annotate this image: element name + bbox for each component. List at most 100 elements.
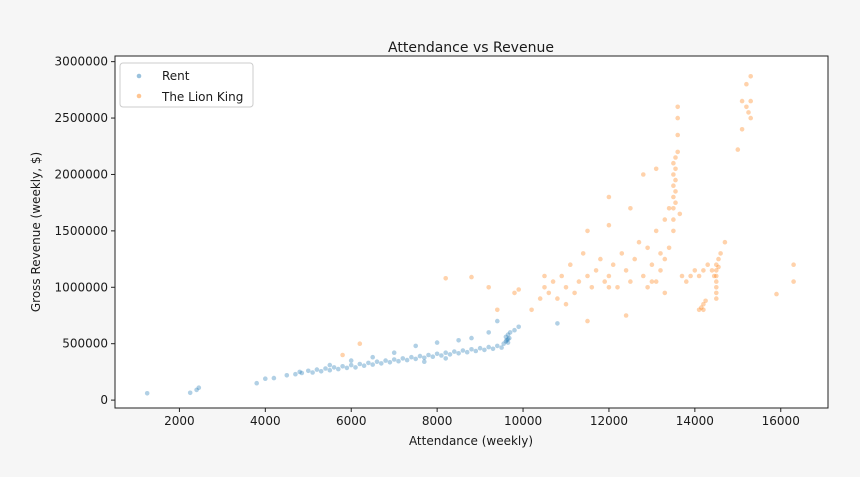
data-point: [495, 307, 500, 313]
data-point: [464, 349, 470, 355]
data-point: [344, 365, 350, 371]
data-point: [323, 366, 328, 371]
data-point: [482, 347, 487, 353]
data-point: [739, 127, 745, 132]
legend: Rent The Lion King: [119, 62, 254, 108]
data-point: [353, 365, 358, 370]
data-point: [606, 222, 612, 228]
data-point: [628, 206, 633, 211]
data-point: [430, 354, 436, 360]
data-point: [606, 273, 612, 279]
data-point: [696, 307, 702, 313]
data-point: [529, 307, 534, 313]
data-point: [542, 285, 547, 290]
data-point: [688, 273, 693, 279]
data-point: [662, 217, 668, 222]
data-point: [374, 359, 380, 365]
data-point: [144, 391, 150, 396]
data-point: [714, 268, 719, 273]
data-point: [456, 351, 461, 356]
data-point: [653, 166, 659, 172]
x-tick-label: 6000: [336, 414, 367, 428]
data-point: [486, 344, 492, 350]
data-point: [677, 211, 683, 217]
data-point: [495, 318, 500, 324]
data-point: [490, 346, 496, 352]
data-point: [666, 206, 672, 211]
data-point: [744, 104, 749, 110]
data-point: [671, 160, 676, 166]
data-point: [299, 370, 305, 376]
legend-marker-rent: [136, 73, 142, 79]
data-point: [443, 350, 449, 356]
data-point: [568, 262, 573, 268]
data-point: [673, 166, 678, 172]
data-point: [495, 343, 500, 349]
series-the-lion-king: [340, 74, 796, 358]
data-point: [469, 347, 474, 352]
data-point: [572, 290, 577, 296]
data-point: [714, 290, 719, 296]
data-point: [649, 279, 655, 284]
legend-label-lion-king: The Lion King: [161, 90, 243, 104]
data-point: [306, 368, 311, 374]
data-point: [744, 81, 749, 87]
data-point: [563, 285, 569, 290]
y-axis-label: Gross Revenue (weekly, $): [29, 152, 43, 312]
data-point: [413, 356, 419, 362]
x-tick-label: 14000: [676, 414, 714, 428]
data-point: [516, 287, 521, 292]
data-point: [623, 313, 629, 318]
data-point: [327, 367, 333, 373]
data-point: [370, 362, 376, 367]
data-point: [422, 359, 427, 365]
plot-frame: [114, 55, 829, 409]
data-point: [434, 340, 440, 345]
data-point: [426, 352, 431, 358]
data-point: [542, 273, 547, 279]
data-point: [701, 307, 706, 313]
data-point: [714, 279, 719, 284]
data-point: [701, 268, 706, 273]
data-point: [716, 256, 721, 262]
y-tick-label: 0: [100, 393, 108, 407]
data-point: [602, 279, 607, 284]
data-point: [666, 245, 672, 251]
data-point: [645, 285, 650, 290]
data-point: [477, 345, 483, 351]
data-point: [673, 177, 678, 183]
data-point: [610, 262, 616, 268]
data-point: [340, 364, 345, 369]
data-point: [434, 351, 440, 357]
y-axis: 0 500000 1000000 1500000 2000000 2500000 30000…: [55, 55, 115, 407]
data-point: [391, 357, 397, 362]
data-point: [746, 110, 751, 115]
data-point: [400, 356, 406, 361]
data-point: [555, 296, 560, 301]
data-point: [675, 149, 680, 155]
data-point: [716, 264, 721, 270]
data-point: [348, 362, 354, 368]
data-point: [662, 290, 668, 296]
data-point: [331, 365, 337, 370]
data-point: [671, 194, 676, 200]
data-point: [505, 340, 511, 345]
data-point: [645, 245, 650, 251]
data-point: [585, 273, 590, 279]
data-point: [576, 279, 582, 284]
x-tick-label: 12000: [590, 414, 628, 428]
data-point: [675, 104, 680, 110]
data-point: [671, 228, 676, 234]
y-tick-label: 1500000: [55, 224, 108, 238]
data-point: [671, 183, 676, 188]
data-point: [512, 327, 517, 333]
y-tick-label: 3000000: [55, 55, 108, 69]
legend-box: [119, 62, 254, 108]
data-point: [703, 298, 708, 304]
data-point: [658, 251, 663, 256]
data-point: [718, 251, 723, 256]
data-point: [503, 334, 509, 340]
data-point: [413, 343, 419, 349]
data-point: [501, 341, 507, 347]
